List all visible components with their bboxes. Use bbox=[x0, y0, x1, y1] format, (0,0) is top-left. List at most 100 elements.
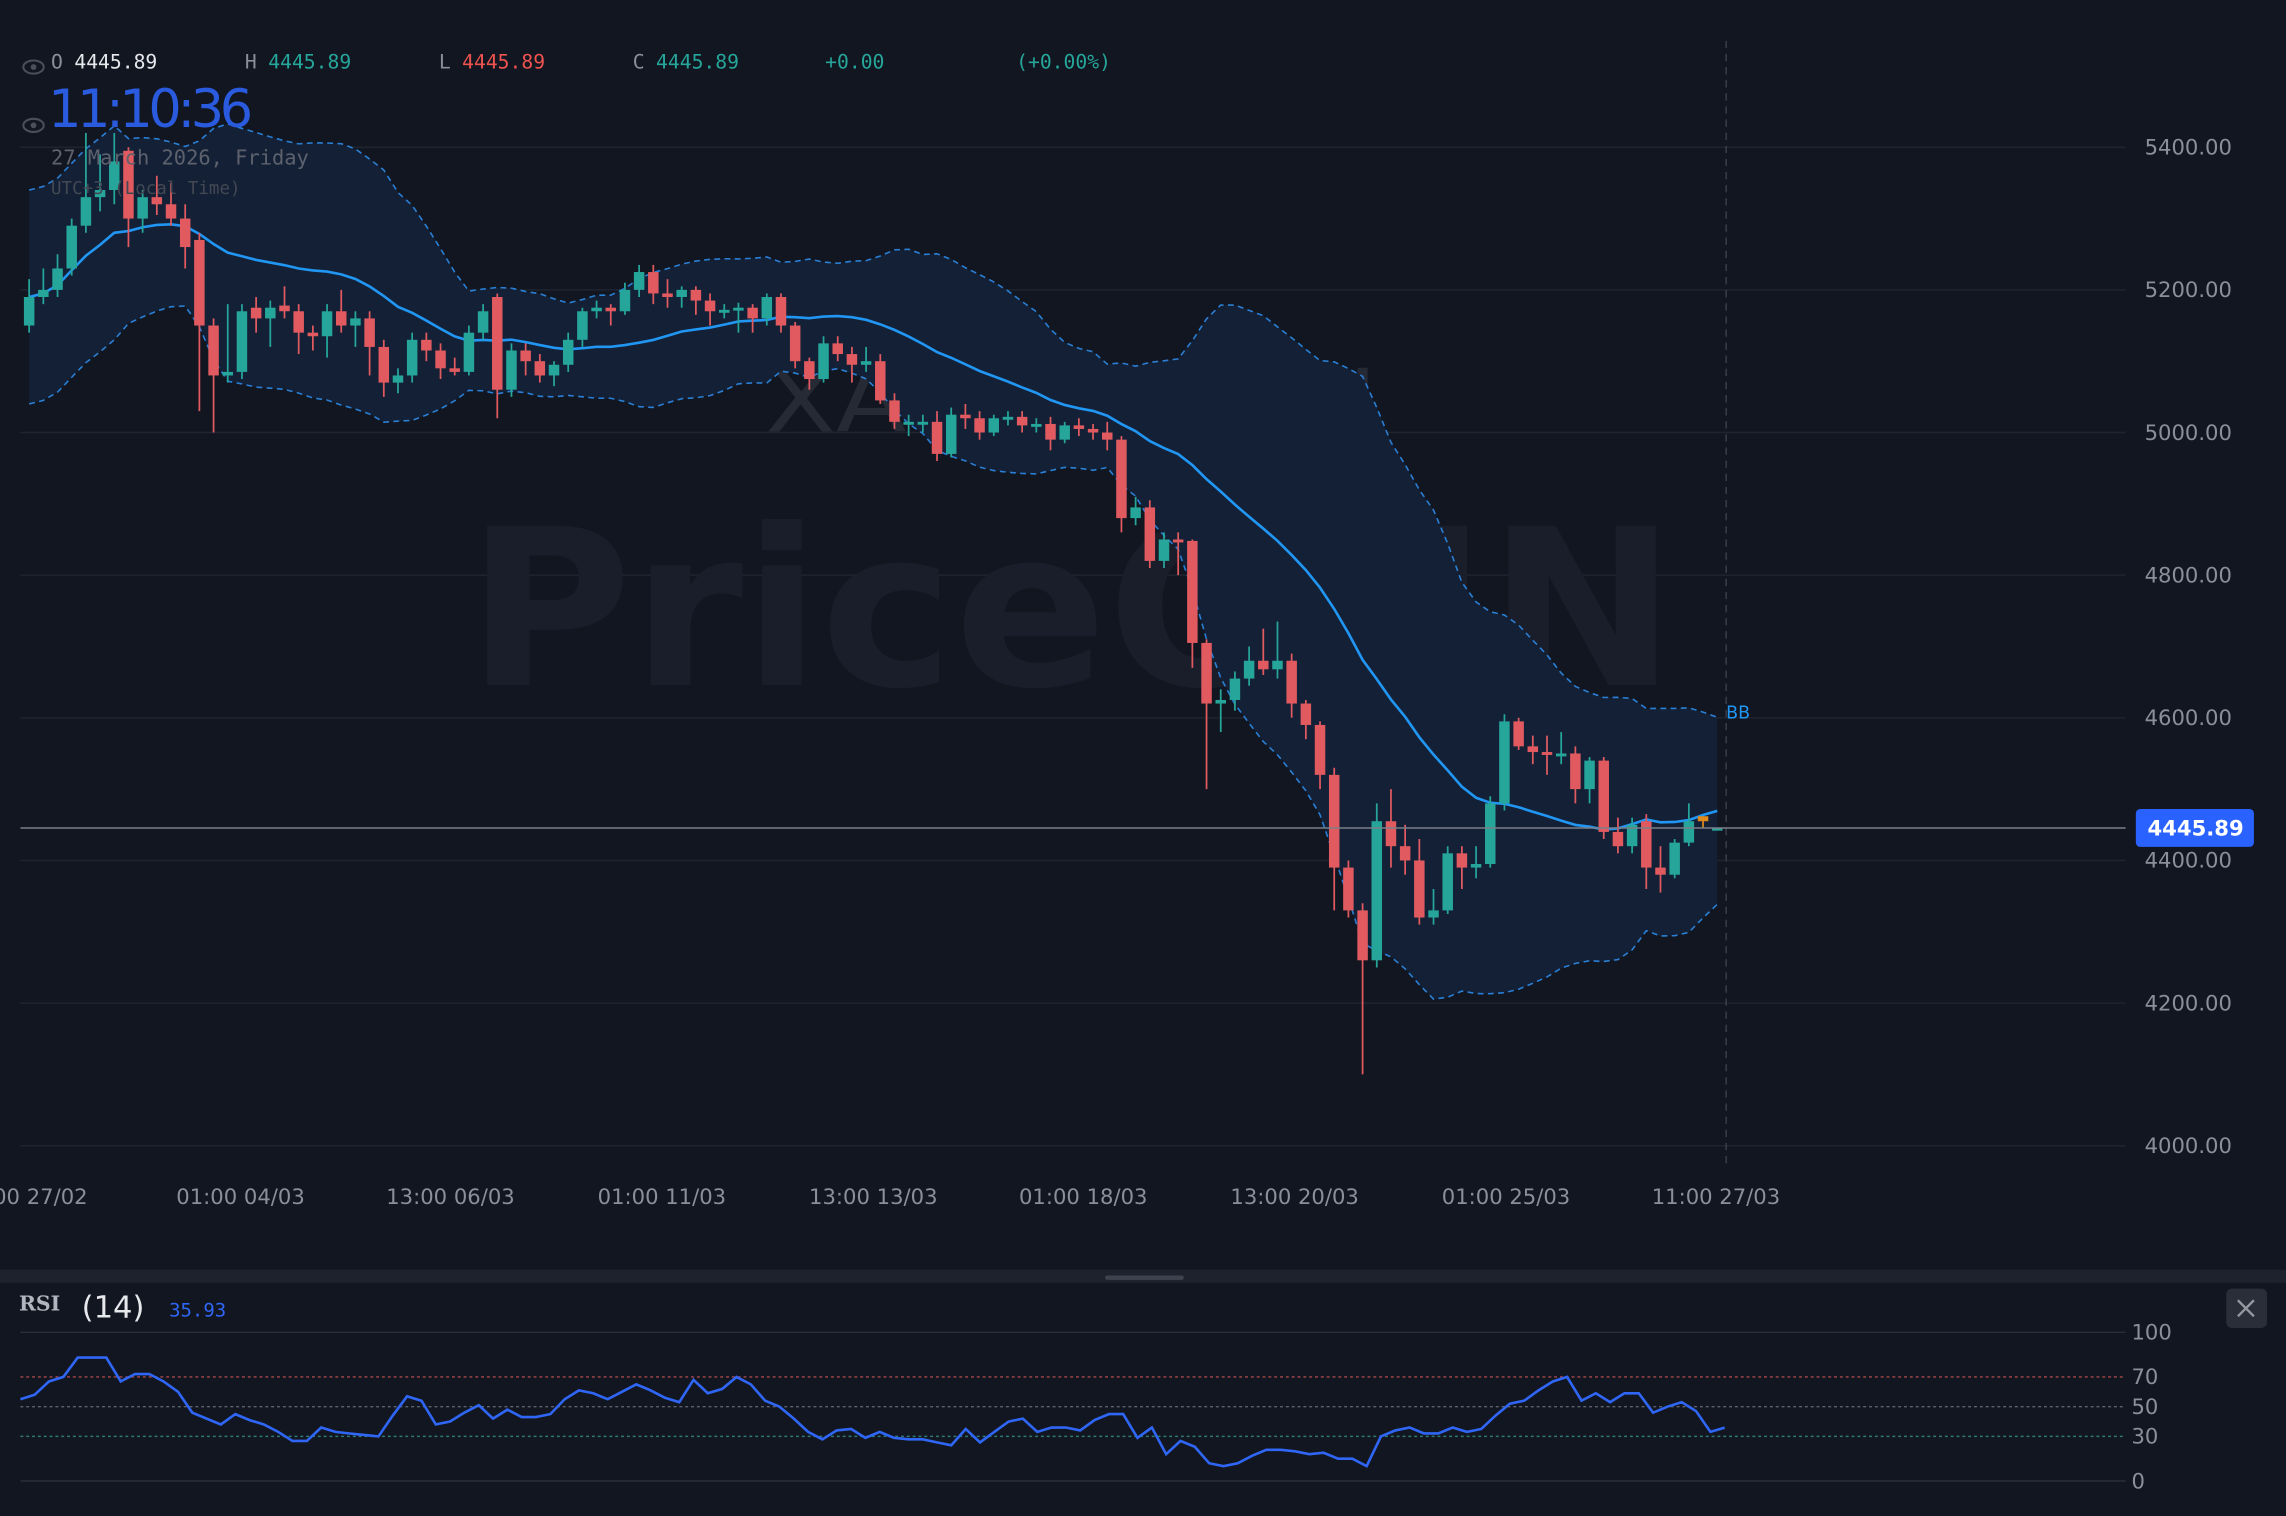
candle[interactable] bbox=[265, 300, 276, 347]
candle[interactable] bbox=[1499, 714, 1510, 811]
candle[interactable] bbox=[52, 254, 63, 298]
candle[interactable] bbox=[534, 354, 546, 383]
candle[interactable] bbox=[1328, 767, 1340, 911]
candle[interactable] bbox=[1485, 796, 1496, 868]
candle[interactable] bbox=[804, 357, 815, 390]
candle[interactable] bbox=[38, 268, 49, 305]
candle[interactable] bbox=[1243, 646, 1255, 686]
candle[interactable] bbox=[1045, 416, 1056, 451]
candle[interactable] bbox=[94, 154, 106, 212]
candle[interactable] bbox=[974, 411, 985, 440]
candle[interactable] bbox=[293, 304, 304, 355]
candle[interactable] bbox=[832, 336, 843, 362]
candle[interactable] bbox=[137, 190, 148, 233]
candle[interactable] bbox=[676, 286, 687, 308]
candle[interactable] bbox=[179, 204, 191, 269]
candle[interactable] bbox=[1002, 411, 1014, 426]
candle[interactable] bbox=[591, 300, 602, 319]
candle[interactable] bbox=[1158, 532, 1170, 569]
eye-icon[interactable] bbox=[22, 59, 45, 75]
candle[interactable] bbox=[350, 311, 361, 347]
candle[interactable] bbox=[307, 325, 319, 351]
candle[interactable] bbox=[619, 282, 631, 315]
candle[interactable] bbox=[222, 304, 234, 383]
candle[interactable] bbox=[789, 321, 801, 369]
candle[interactable] bbox=[1073, 418, 1085, 437]
candle[interactable] bbox=[945, 407, 957, 458]
candle[interactable] bbox=[1116, 436, 1127, 533]
candle[interactable] bbox=[860, 346, 872, 372]
candle[interactable] bbox=[392, 368, 404, 394]
candle[interactable] bbox=[1456, 846, 1468, 889]
candle[interactable] bbox=[889, 393, 900, 429]
candle[interactable] bbox=[109, 132, 120, 205]
candle[interactable] bbox=[1314, 721, 1326, 790]
candle[interactable] bbox=[988, 414, 1000, 437]
candle[interactable] bbox=[1272, 621, 1283, 679]
candle[interactable] bbox=[577, 307, 588, 347]
candle[interactable] bbox=[165, 182, 177, 226]
candle[interactable] bbox=[1016, 411, 1028, 433]
candle[interactable] bbox=[1215, 689, 1226, 733]
candle[interactable] bbox=[1087, 423, 1099, 440]
candle[interactable] bbox=[1555, 732, 1567, 765]
candle[interactable] bbox=[662, 279, 673, 308]
rsi-close-button[interactable] bbox=[2226, 1288, 2268, 1328]
candle[interactable] bbox=[562, 332, 574, 372]
candle[interactable] bbox=[960, 403, 971, 429]
price-axis[interactable]: 5400.00 5200.00 5000.00 4800.00 4600.00 4400.… bbox=[2145, 135, 2232, 1159]
candle[interactable] bbox=[718, 304, 730, 319]
candle[interactable] bbox=[1059, 421, 1070, 444]
candle[interactable] bbox=[236, 304, 248, 380]
pane-resize-handle[interactable] bbox=[1105, 1275, 1184, 1280]
candle[interactable] bbox=[208, 318, 219, 433]
candle[interactable] bbox=[1428, 888, 1439, 925]
candle[interactable] bbox=[903, 414, 914, 437]
candle[interactable] bbox=[80, 132, 92, 233]
candle[interactable] bbox=[1683, 803, 1695, 847]
candle[interactable] bbox=[194, 232, 205, 412]
candle[interactable] bbox=[747, 304, 758, 333]
candle[interactable] bbox=[421, 332, 432, 362]
time-axis[interactable]: 01:00 27/02 01:00 04/03 13:00 06/03 01:00 1… bbox=[0, 1184, 1780, 1209]
candle[interactable] bbox=[449, 357, 460, 376]
candle[interactable] bbox=[1187, 539, 1198, 668]
candle[interactable] bbox=[775, 293, 787, 333]
candle[interactable] bbox=[378, 339, 390, 397]
candle[interactable] bbox=[23, 279, 35, 333]
candle[interactable] bbox=[335, 289, 347, 333]
candle[interactable] bbox=[250, 297, 262, 333]
candle[interactable] bbox=[364, 311, 375, 376]
candle[interactable] bbox=[761, 293, 773, 326]
candle[interactable] bbox=[1357, 903, 1368, 1075]
candle[interactable] bbox=[1527, 735, 1539, 765]
candle[interactable] bbox=[1470, 846, 1482, 879]
candle[interactable] bbox=[633, 264, 645, 298]
candle[interactable] bbox=[1286, 653, 1297, 718]
candle[interactable] bbox=[477, 304, 489, 340]
candle[interactable] bbox=[1399, 824, 1411, 875]
candle[interactable] bbox=[1541, 735, 1553, 775]
candle[interactable] bbox=[1371, 803, 1383, 968]
candle[interactable] bbox=[123, 147, 134, 248]
candle[interactable] bbox=[917, 414, 929, 433]
candle[interactable] bbox=[846, 346, 858, 383]
close-icon[interactable] bbox=[2237, 1299, 2255, 1318]
candle[interactable] bbox=[506, 343, 517, 397]
candle[interactable] bbox=[463, 325, 475, 376]
candle[interactable] bbox=[1513, 717, 1524, 750]
candle[interactable] bbox=[1414, 839, 1425, 925]
candle[interactable] bbox=[1442, 846, 1453, 914]
candle[interactable] bbox=[321, 304, 333, 358]
candle[interactable] bbox=[1655, 846, 1666, 893]
eye-icon[interactable] bbox=[22, 117, 45, 133]
candle[interactable] bbox=[818, 336, 829, 383]
candle[interactable] bbox=[931, 411, 943, 462]
candle[interactable] bbox=[605, 304, 617, 326]
candle[interactable] bbox=[1697, 816, 1709, 829]
candle[interactable] bbox=[1130, 496, 1141, 526]
candle[interactable] bbox=[66, 218, 77, 276]
candle[interactable] bbox=[548, 361, 560, 387]
candle[interactable] bbox=[1144, 500, 1156, 569]
